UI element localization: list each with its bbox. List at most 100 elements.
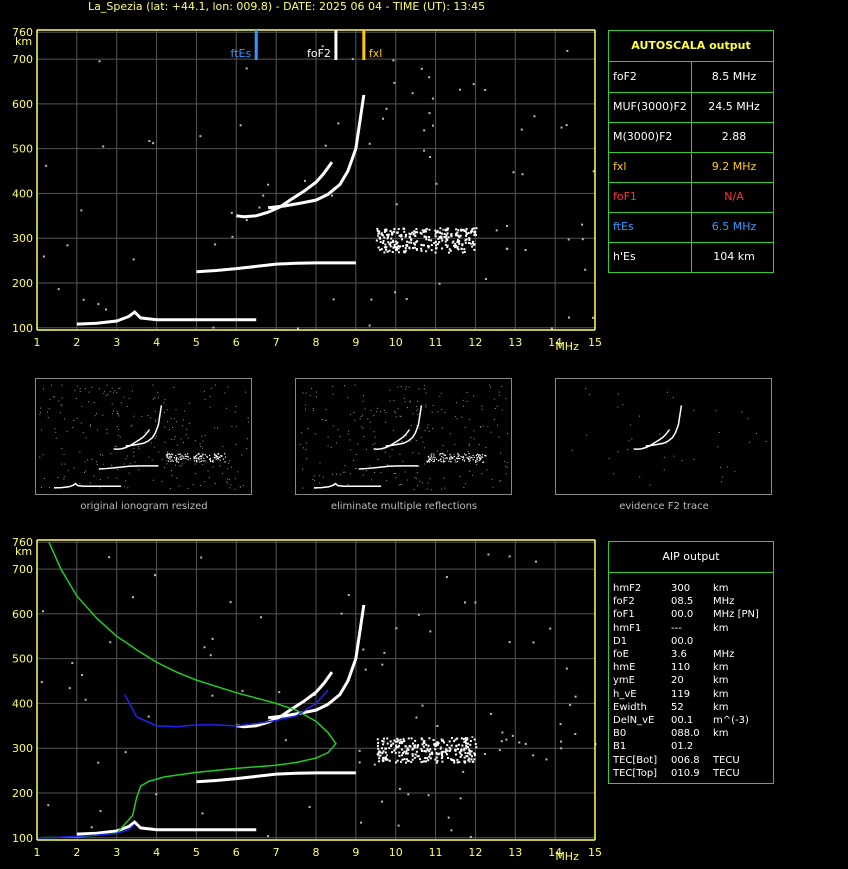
thumb-noise bbox=[93, 401, 95, 403]
thumb-noise bbox=[404, 397, 406, 399]
clutter-dot bbox=[382, 242, 385, 245]
thumb-clutter bbox=[439, 453, 441, 455]
clutter-dot bbox=[468, 750, 471, 753]
clutter-dot bbox=[419, 231, 422, 234]
aip-row-b0: B0 088.0 km bbox=[613, 727, 771, 740]
clutter-dot bbox=[435, 756, 438, 759]
noise-dot bbox=[200, 556, 203, 559]
thumb-noise bbox=[463, 486, 465, 488]
thumb-noise bbox=[456, 418, 458, 420]
y-axis-label: km bbox=[15, 35, 32, 48]
thumb-clutter bbox=[429, 458, 431, 461]
thumb-noise bbox=[211, 387, 213, 389]
thumb-noise bbox=[55, 437, 57, 439]
aip-value: 00.0 bbox=[671, 635, 694, 647]
thumb-noise bbox=[219, 465, 221, 467]
clutter-dot bbox=[454, 242, 457, 245]
clutter-dot bbox=[407, 759, 410, 762]
noise-dot bbox=[308, 805, 311, 808]
clutter-dot bbox=[459, 752, 462, 755]
clutter-dot bbox=[397, 739, 400, 742]
clutter-dot bbox=[398, 744, 401, 747]
thumb-clutter bbox=[453, 455, 456, 457]
thumb-clutter bbox=[196, 454, 198, 456]
aip-key: foF2 bbox=[613, 596, 635, 608]
thumb-noise bbox=[488, 384, 490, 386]
thumb-noise bbox=[214, 384, 216, 386]
clutter-dot bbox=[469, 753, 472, 756]
thumb-noise bbox=[197, 452, 199, 454]
clutter-dot bbox=[377, 747, 380, 750]
thumb-noise bbox=[228, 479, 230, 481]
noise-dot bbox=[394, 291, 397, 294]
thumb-noise bbox=[40, 429, 42, 431]
x-tick-label: 13 bbox=[508, 336, 522, 349]
thumb-noise bbox=[237, 471, 239, 473]
clutter-dot bbox=[434, 240, 437, 243]
thumb-noise bbox=[201, 435, 203, 437]
clutter-dot bbox=[436, 243, 439, 246]
clutter-dot bbox=[438, 236, 441, 239]
noise-dot bbox=[382, 117, 385, 120]
noise-dot bbox=[565, 667, 568, 670]
thumb-noise bbox=[208, 477, 210, 479]
clutter-dot bbox=[465, 744, 468, 747]
clutter-dot bbox=[382, 240, 385, 243]
thumb-noise bbox=[726, 466, 728, 468]
x-tick-label: 7 bbox=[273, 336, 280, 349]
noise-dot bbox=[566, 49, 569, 52]
clutter-dot bbox=[377, 246, 380, 249]
noise-dot bbox=[373, 763, 376, 766]
clutter-dot bbox=[388, 249, 391, 252]
thumb-noise bbox=[166, 409, 168, 411]
thumb-clutter bbox=[449, 453, 451, 456]
clutter-dot bbox=[441, 739, 444, 742]
x-tick-label: 15 bbox=[588, 846, 602, 859]
noise-dot bbox=[429, 156, 432, 159]
noise-dot bbox=[45, 164, 48, 167]
thumb-noise bbox=[299, 443, 301, 445]
thumb-noise bbox=[130, 425, 132, 427]
thumb-noise bbox=[429, 454, 431, 456]
aip-row-b1: B1 01.2 bbox=[613, 740, 771, 753]
autoscala-key: fxl bbox=[613, 160, 627, 173]
thumb-clutter bbox=[196, 459, 198, 461]
trace-2 bbox=[76, 310, 257, 326]
thumb-noise bbox=[414, 477, 416, 479]
thumb-noise bbox=[53, 396, 55, 398]
thumb-clutter bbox=[177, 458, 180, 460]
thumb-noise bbox=[182, 425, 184, 427]
thumb-noise bbox=[166, 460, 168, 462]
y-tick-label: 400 bbox=[12, 697, 33, 710]
noise-dot bbox=[132, 258, 135, 261]
thumb-noise bbox=[155, 436, 157, 438]
clutter-dot bbox=[457, 229, 460, 232]
thumb-clutter bbox=[202, 454, 204, 456]
clutter-dot bbox=[386, 737, 389, 740]
autoscala-key: h'Es bbox=[613, 250, 636, 263]
clutter-dot bbox=[473, 753, 476, 756]
clutter-dot bbox=[436, 230, 439, 233]
thumb-noise bbox=[119, 436, 121, 438]
thumb-noise bbox=[492, 486, 494, 488]
clutter-dot bbox=[434, 758, 437, 761]
thumb-noise bbox=[441, 408, 443, 410]
thumb-noise bbox=[303, 447, 305, 449]
thumb-noise bbox=[717, 446, 719, 448]
aip-row-deln-ve: DelN_vE 00.1 m^(-3) bbox=[613, 714, 771, 727]
thumb-noise bbox=[137, 445, 139, 447]
thumb-noise bbox=[102, 463, 104, 465]
x-tick-label: 12 bbox=[468, 846, 482, 859]
clutter-dot bbox=[396, 740, 399, 743]
thumb-noise bbox=[413, 489, 415, 491]
clutter-dot bbox=[402, 227, 405, 230]
thumb-clutter bbox=[426, 461, 428, 463]
thumb-noise bbox=[441, 427, 443, 429]
thumb-noise bbox=[617, 393, 619, 395]
thumb-noise bbox=[183, 419, 185, 421]
aip-unit: km bbox=[713, 728, 729, 740]
clutter-dot bbox=[381, 752, 384, 755]
thumb-noise bbox=[126, 406, 128, 408]
trace-0 bbox=[236, 161, 334, 219]
thumb-noise bbox=[412, 413, 414, 415]
